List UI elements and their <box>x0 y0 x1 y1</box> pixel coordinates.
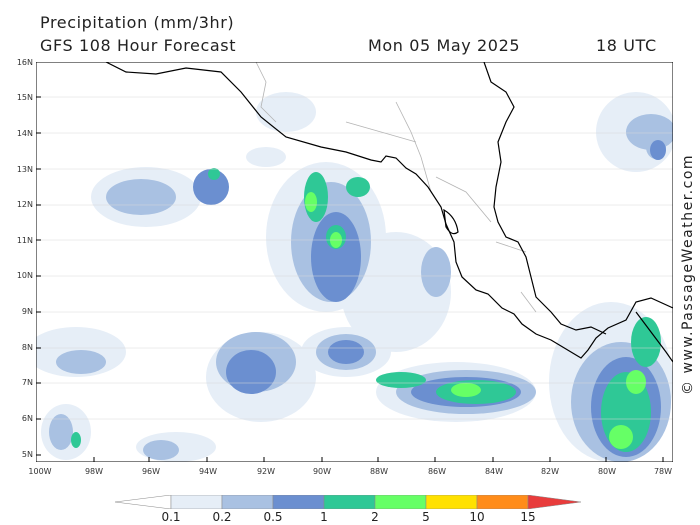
country-borders <box>255 62 537 313</box>
lat-label-9n: 9N <box>21 307 33 316</box>
legend-swatch-5 <box>425 495 478 509</box>
lon-label-96w: 96W <box>141 467 161 476</box>
lon-label-82w: 82W <box>540 467 560 476</box>
lon-label-100w: 100W <box>28 467 52 476</box>
lat-label-12n: 12N <box>16 200 33 209</box>
lon-label-90w: 90W <box>312 467 332 476</box>
site-credit: © www.PassageWeather.com <box>680 153 696 395</box>
lon-label-78w: 78W <box>653 467 673 476</box>
lat-label-16n: 16N <box>16 58 33 67</box>
lat-label-5n: 5N <box>21 450 33 459</box>
precipitation-map <box>36 62 673 462</box>
forecast-date: Mon 05 May 2025 <box>368 36 521 55</box>
lat-label-11n: 11N <box>16 236 33 245</box>
lat-label-8n: 8N <box>21 343 33 352</box>
lat-label-14n: 14N <box>16 129 33 138</box>
legend-swatch-10 <box>476 495 529 509</box>
lat-label-6n: 6N <box>21 414 33 423</box>
legend-label-1: 1 <box>320 510 328 524</box>
lon-label-94w: 94W <box>198 467 218 476</box>
legend-min-arrow <box>115 495 172 509</box>
coastline <box>105 62 673 363</box>
lon-label-88w: 88W <box>369 467 389 476</box>
legend-swatch-2 <box>374 495 427 509</box>
lon-label-84w: 84W <box>484 467 504 476</box>
forecast-hour: 18 UTC <box>596 36 657 55</box>
legend-swatch-0.2 <box>221 495 274 509</box>
legend-swatch-1 <box>323 495 376 509</box>
lon-label-86w: 86W <box>427 467 447 476</box>
legend-label-5: 5 <box>422 510 430 524</box>
lat-label-13n: 13N <box>16 165 33 174</box>
map-title: Precipitation (mm/3hr) <box>40 13 235 32</box>
forecast-subtitle: GFS 108 Hour Forecast <box>40 36 237 55</box>
lat-label-15n: 15N <box>16 93 33 102</box>
lat-label-7n: 7N <box>21 378 33 387</box>
legend-label-10: 10 <box>469 510 485 524</box>
color-scale-legend <box>115 495 582 509</box>
lon-label-92w: 92W <box>256 467 276 476</box>
legend-label-0.2: 0.2 <box>212 510 232 524</box>
lon-label-80w: 80W <box>597 467 617 476</box>
legend-swatch-0.5 <box>272 495 325 509</box>
precip-high-layer <box>305 192 646 449</box>
map-ticks <box>36 96 664 462</box>
legend-label-0.1: 0.1 <box>161 510 181 524</box>
legend-label-0.5: 0.5 <box>263 510 283 524</box>
lat-label-10n: 10N <box>16 271 33 280</box>
legend-label-15: 15 <box>520 510 536 524</box>
legend-swatch-0.1 <box>170 495 223 509</box>
legend-max-arrow <box>527 495 582 509</box>
lon-label-98w: 98W <box>84 467 104 476</box>
legend-label-2: 2 <box>371 510 379 524</box>
map-grid <box>36 96 673 420</box>
